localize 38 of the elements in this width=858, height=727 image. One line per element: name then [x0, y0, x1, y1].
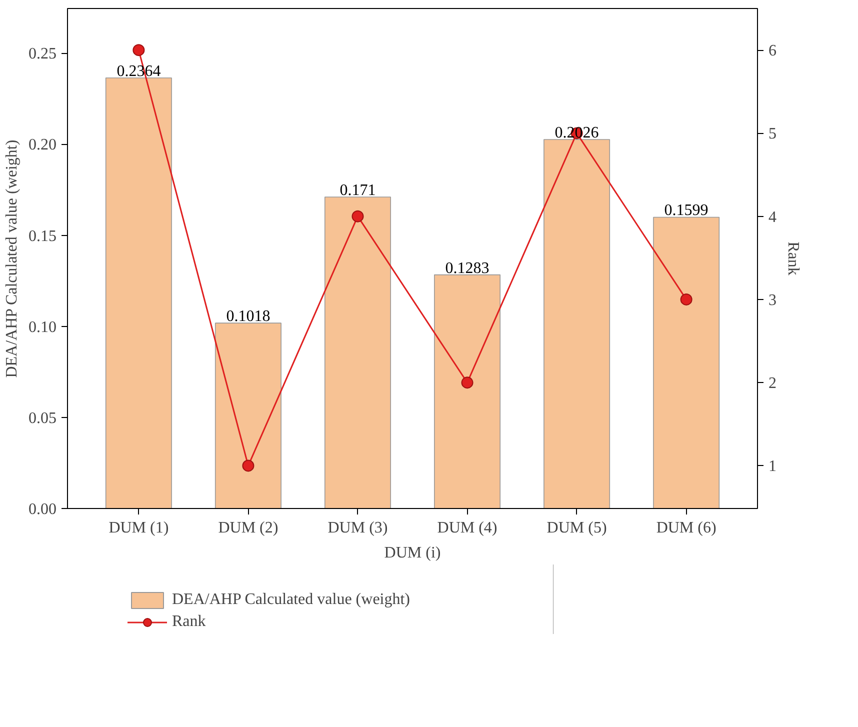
x-tick-label: DUM (3): [328, 520, 388, 536]
y2-tick-label: 2: [768, 375, 776, 392]
y2-axis-title: Rank: [784, 242, 802, 276]
bar: [214, 322, 282, 508]
data-label: 0.1018: [226, 308, 270, 326]
y2-tick-label: 6: [768, 42, 776, 60]
legend-label: Rank: [172, 613, 206, 631]
y-tick-label: 0.00: [28, 501, 56, 518]
point: [242, 460, 254, 472]
data-label: 0.1599: [664, 202, 708, 220]
bar: [653, 216, 720, 508]
y-axis-title: DEA/AHP Calculated value (weight): [4, 140, 20, 378]
data-label: 0.1283: [445, 260, 490, 277]
x-tick-label: DUM (1): [108, 520, 169, 536]
bar: [324, 196, 391, 508]
x-tick-label: DUM (5): [546, 520, 607, 536]
y2-tick-label: 5: [768, 126, 776, 143]
y-tick-label: 0.20: [28, 136, 56, 154]
bar: [544, 139, 610, 508]
point: [352, 210, 364, 222]
y-tick-label: 0.25: [28, 46, 56, 63]
x-tick-label: DUM (4): [437, 520, 498, 536]
y-tick-label: 0.15: [28, 228, 56, 245]
x-tick-label: DUM (6): [656, 520, 716, 536]
data-label: 0.171: [340, 182, 376, 200]
bar: [434, 274, 501, 508]
y-tick-label: 0.05: [28, 410, 56, 427]
y2-tick-label: 1: [768, 458, 776, 476]
x-tick-label: DUM (2): [218, 520, 278, 536]
point: [680, 293, 692, 306]
y2-tick-label: 3: [768, 292, 776, 309]
y2-tick-label: 4: [768, 208, 776, 226]
x-axis-title: DUM (i): [384, 544, 441, 562]
point: [461, 376, 474, 389]
point: [132, 44, 145, 56]
bar: [105, 78, 172, 508]
y-tick-label: 0.10: [28, 318, 56, 336]
legend-label: DEA/AHP Calculated value (weight): [172, 591, 410, 609]
